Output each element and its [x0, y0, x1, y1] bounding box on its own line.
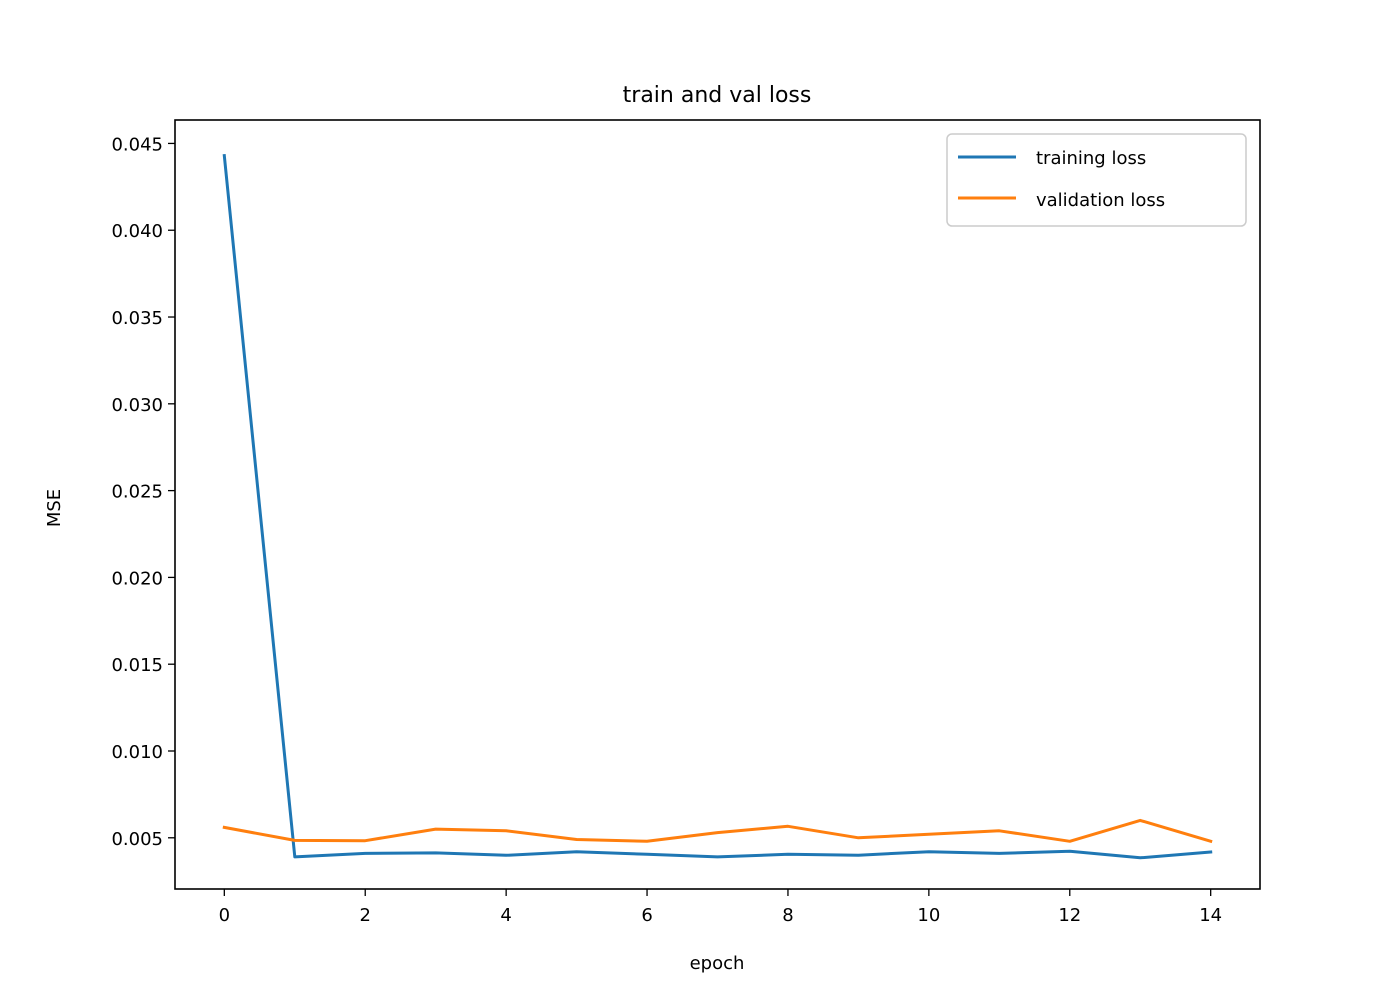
y-tick-label: 0.040	[111, 221, 163, 242]
x-tick-label: 12	[1058, 905, 1081, 926]
legend-box	[946, 133, 1247, 227]
x-tick-label: 4	[500, 905, 511, 926]
validation-loss-line	[222, 818, 1213, 844]
chart-title: train and val loss	[623, 83, 812, 108]
x-tick-label: 6	[641, 905, 652, 926]
x-tick-label: 0	[219, 905, 230, 926]
plot-frame	[174, 119, 1261, 890]
y-tick-label: 0.020	[111, 568, 163, 589]
y-tick-label: 0.025	[111, 482, 163, 503]
x-axis-label: epoch	[690, 953, 745, 974]
legend-label-training: training loss	[1036, 148, 1146, 169]
x-tick-label: 2	[360, 905, 371, 926]
y-tick-label: 0.030	[111, 395, 163, 416]
series-lines	[222, 153, 1213, 860]
y-axis-label: MSE	[44, 489, 65, 527]
y-tick-label: 0.045	[111, 134, 163, 155]
x-tick-label: 10	[917, 905, 940, 926]
legend: training loss validation loss	[946, 133, 1247, 227]
y-tick-label: 0.015	[111, 655, 163, 676]
training-loss-line	[222, 153, 1213, 860]
y-axis: 0.005 0.010 0.015 0.020 0.025 0.030 0.035 0.040…	[111, 134, 175, 850]
y-tick-label: 0.035	[111, 308, 163, 329]
plot-area	[175, 120, 1260, 889]
legend-label-validation: validation loss	[1036, 190, 1165, 211]
x-axis: 0 2 4 6 8 10 12 14	[219, 889, 1222, 926]
x-tick-label: 8	[782, 905, 793, 926]
x-tick-label: 14	[1199, 905, 1222, 926]
y-tick-label: 0.005	[111, 829, 163, 850]
y-tick-label: 0.010	[111, 742, 163, 763]
